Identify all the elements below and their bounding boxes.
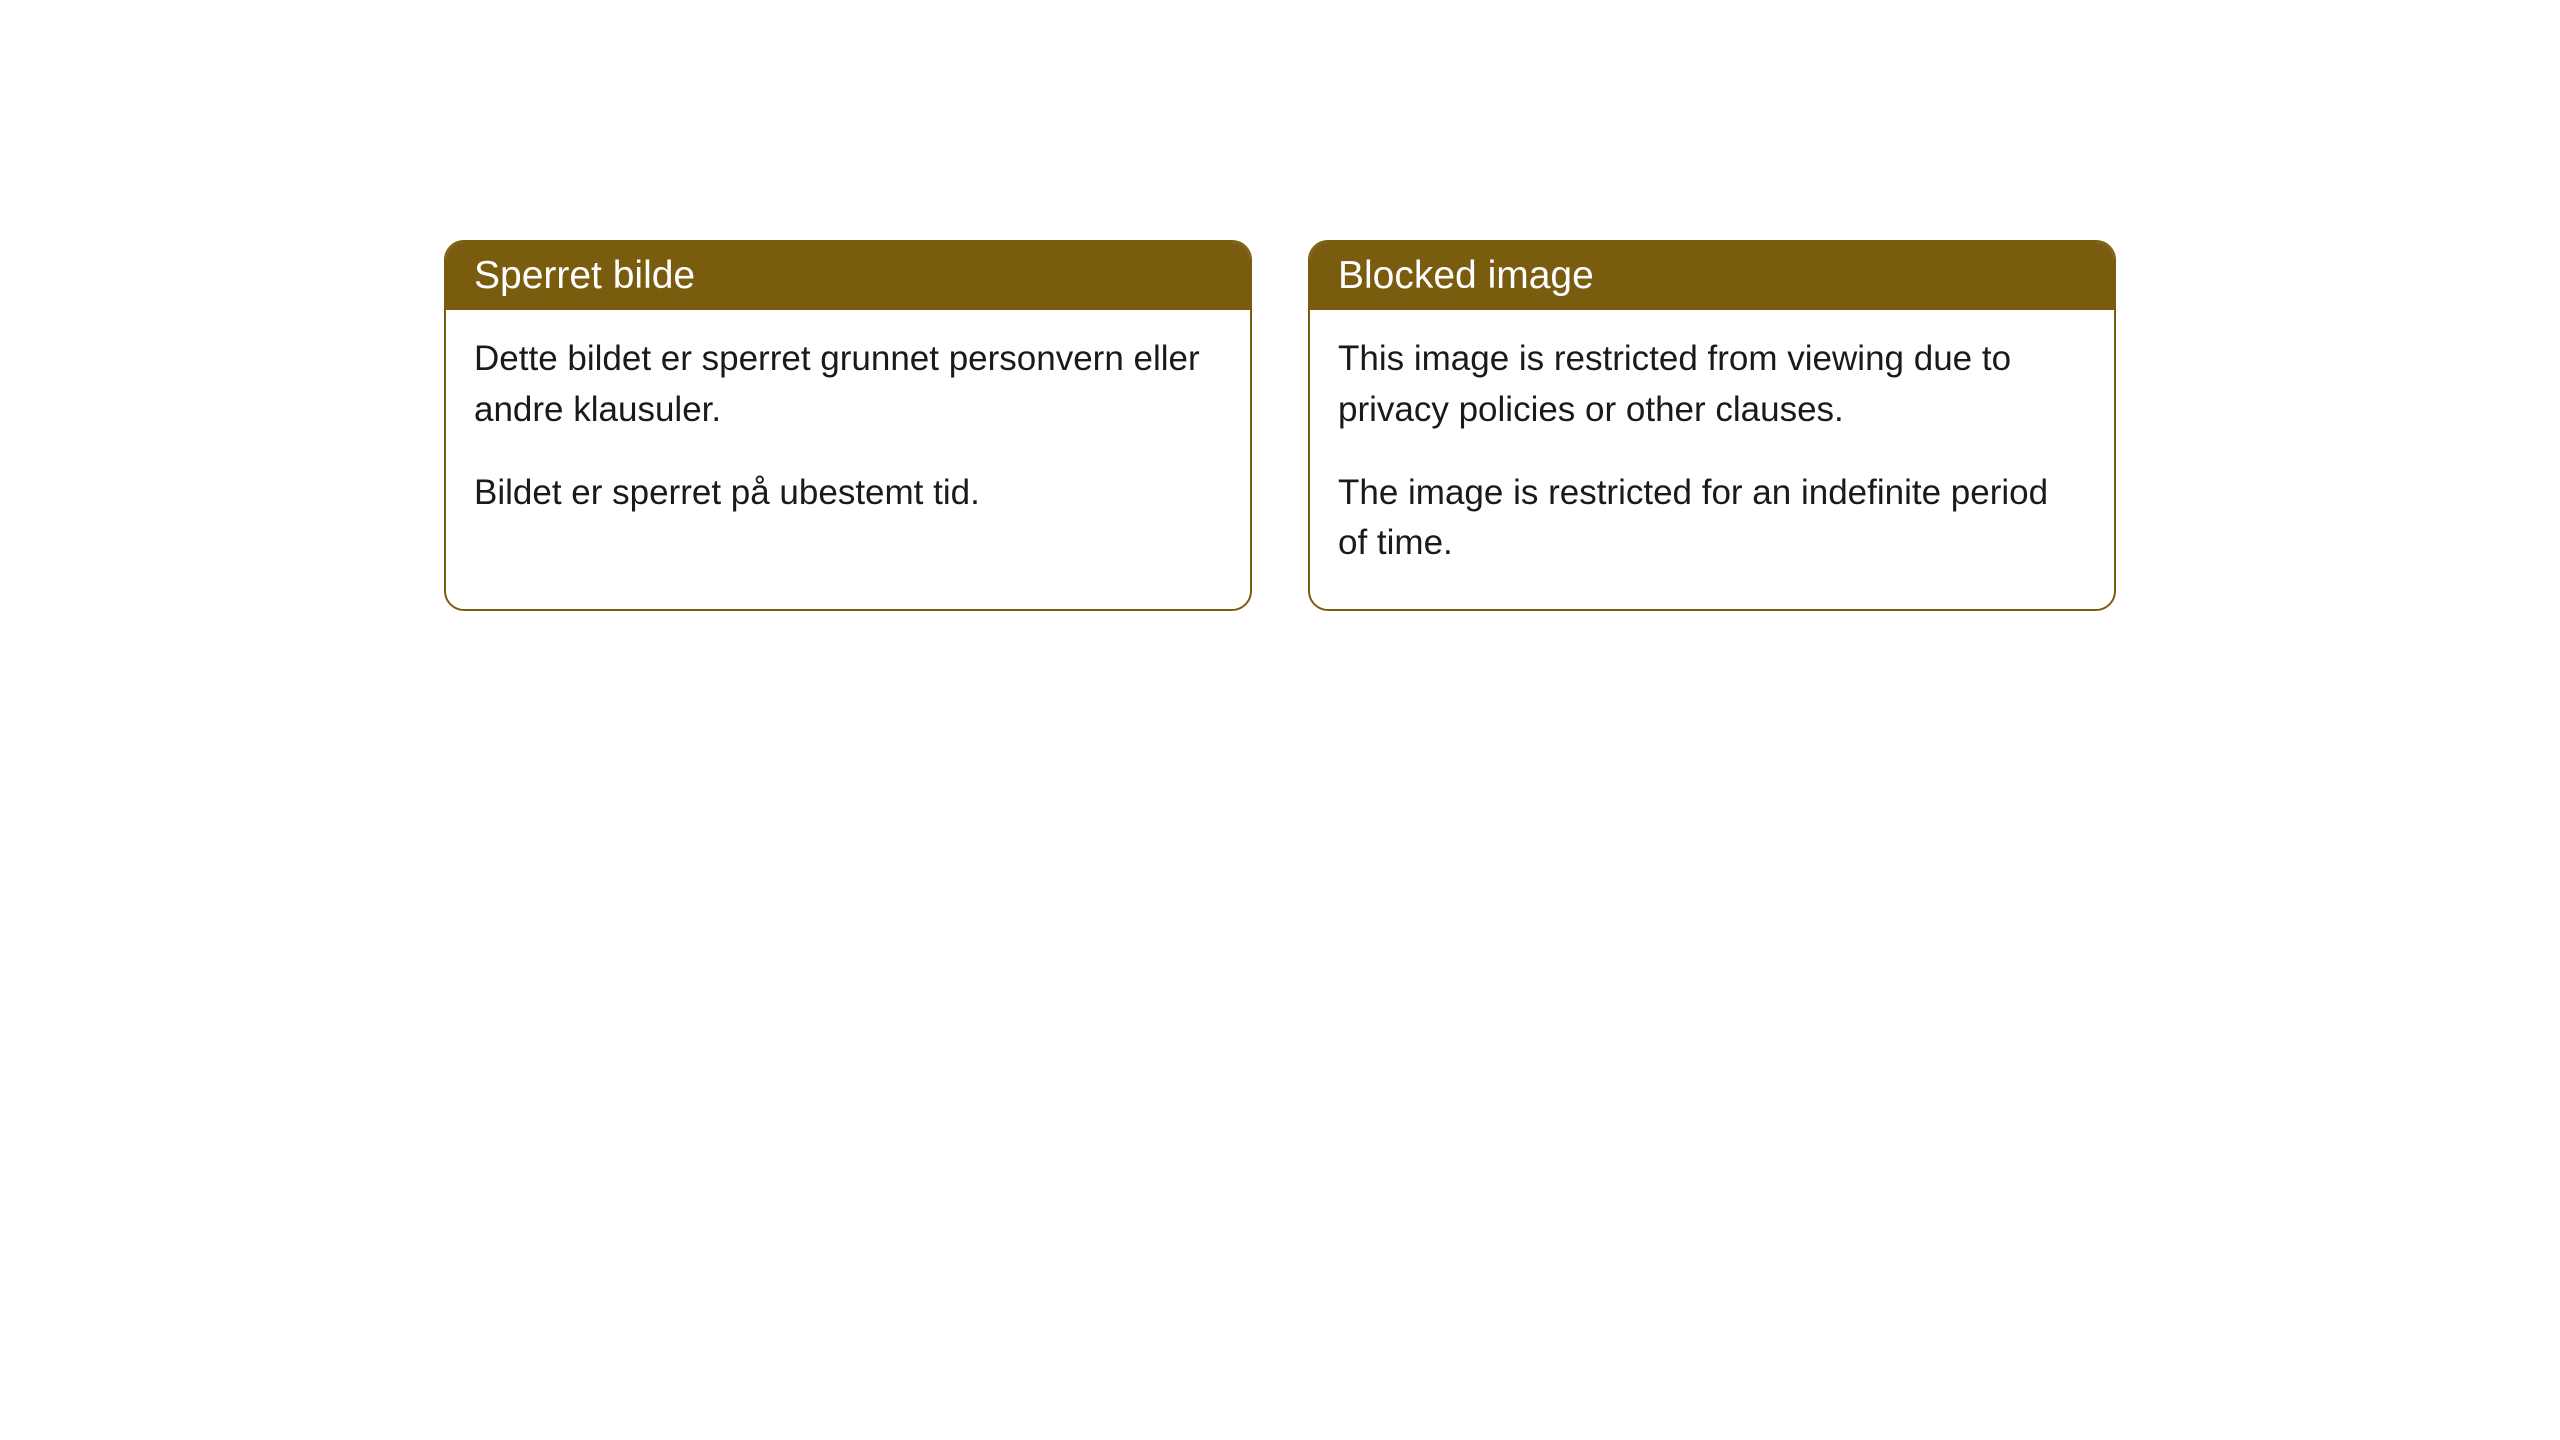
blocked-image-card-english: Blocked image This image is restricted f… bbox=[1308, 240, 2116, 611]
card-title: Sperret bilde bbox=[474, 254, 695, 297]
card-paragraph: This image is restricted from viewing du… bbox=[1338, 334, 2086, 436]
card-body-english: This image is restricted from viewing du… bbox=[1310, 310, 2114, 609]
card-title: Blocked image bbox=[1338, 254, 1594, 297]
card-header-english: Blocked image bbox=[1310, 242, 2114, 310]
card-paragraph: Dette bildet er sperret grunnet personve… bbox=[474, 334, 1222, 436]
card-paragraph: The image is restricted for an indefinit… bbox=[1338, 468, 2086, 570]
card-header-norwegian: Sperret bilde bbox=[446, 242, 1250, 310]
cards-container: Sperret bilde Dette bildet er sperret gr… bbox=[0, 240, 2560, 611]
card-body-norwegian: Dette bildet er sperret grunnet personve… bbox=[446, 310, 1250, 558]
card-paragraph: Bildet er sperret på ubestemt tid. bbox=[474, 468, 1222, 519]
blocked-image-card-norwegian: Sperret bilde Dette bildet er sperret gr… bbox=[444, 240, 1252, 611]
